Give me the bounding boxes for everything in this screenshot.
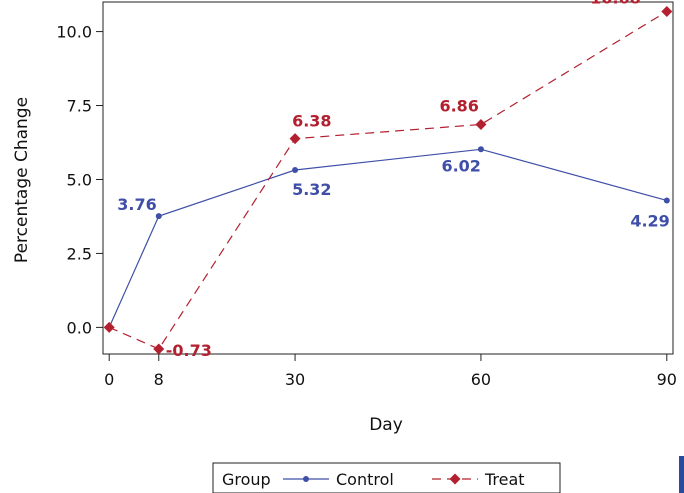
- control-data-label: 4.29: [630, 211, 669, 230]
- treat-point: [289, 133, 301, 145]
- control-point: [155, 213, 162, 220]
- control-data-label: 5.32: [292, 180, 331, 199]
- legend: Group Control Treat: [212, 462, 561, 493]
- treat-data-label: 6.38: [292, 112, 331, 131]
- legend-marker-treat: [449, 473, 461, 485]
- legend-box: [212, 462, 561, 493]
- control-data-label: 6.02: [441, 156, 480, 175]
- plot-frame: [102, 1, 674, 355]
- y-tick-label: 10.0: [56, 23, 92, 42]
- series-control: 3.76 5.32 6.02 4.29: [106, 146, 670, 331]
- y-tick-label: 0.0: [67, 318, 92, 337]
- x-tick-label: 0: [104, 370, 114, 389]
- treat-point: [103, 321, 115, 333]
- control-point: [477, 146, 484, 153]
- x-axis-title: Day: [369, 415, 403, 435]
- treat-data-label: 6.86: [439, 96, 478, 115]
- x-tick-label: 8: [154, 370, 164, 389]
- treat-point: [475, 118, 487, 130]
- series-treat: -0.73 6.38 6.86 10.68: [103, 0, 673, 360]
- control-point: [663, 197, 670, 204]
- y-tick-label: 2.5: [67, 244, 92, 263]
- x-tick-label: 60: [471, 370, 491, 389]
- legend-items: Control Treat: [283, 470, 525, 489]
- y-axis: 0.0 2.5 5.0 7.5 10.0: [56, 23, 103, 337]
- x-tick-label: 30: [285, 370, 305, 389]
- legend-label-treat: Treat: [484, 470, 525, 489]
- legend-label-control: Control: [336, 470, 394, 489]
- y-tick-label: 7.5: [67, 97, 92, 116]
- legend-marker-control: [303, 476, 309, 482]
- treat-point: [153, 343, 165, 355]
- control-data-label: 3.76: [117, 195, 156, 214]
- legend-title: Group: [222, 470, 271, 489]
- treat-data-label: 10.68: [590, 0, 641, 7]
- series-layer: 3.76 5.32 6.02 4.29 -0.73 6.38 6.86 10.68: [103, 0, 673, 360]
- treat-data-label: -0.73: [166, 341, 212, 360]
- y-axis-title: Percentage Change: [12, 97, 32, 263]
- treat-point: [661, 5, 673, 17]
- x-axis: 0 8 30 60 90: [104, 354, 677, 389]
- control-line: [108, 148, 667, 328]
- accent-bar: [679, 456, 684, 493]
- y-tick-label: 5.0: [67, 170, 92, 189]
- treat-line: [108, 10, 668, 350]
- x-tick-label: 90: [657, 370, 677, 389]
- control-point: [292, 167, 299, 174]
